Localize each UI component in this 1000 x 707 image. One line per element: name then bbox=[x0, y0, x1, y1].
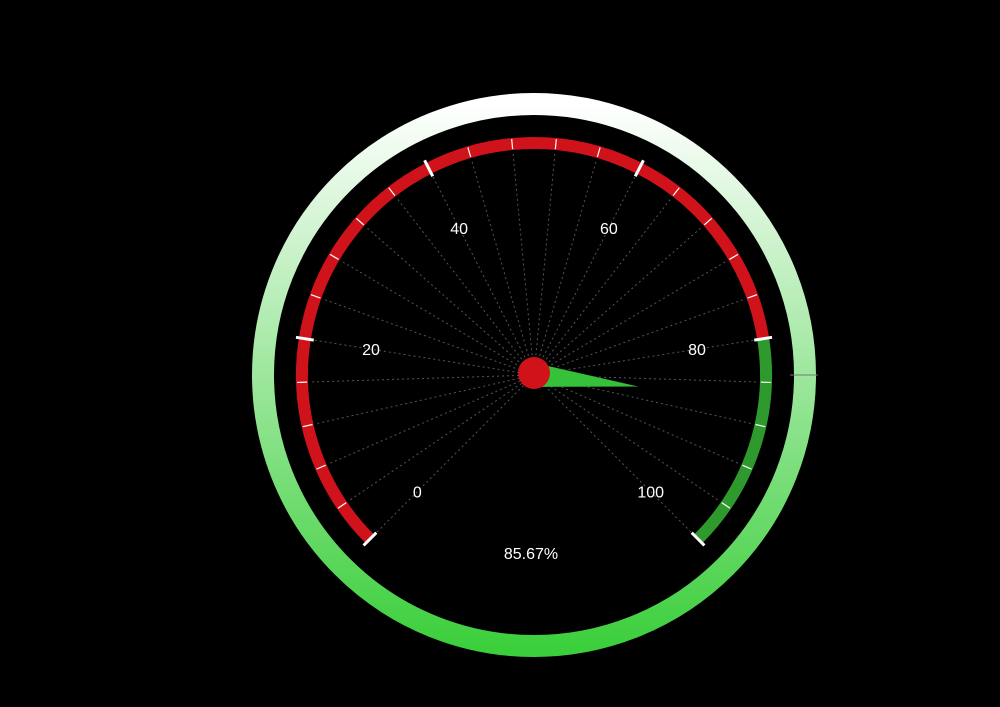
grid-line bbox=[533, 374, 693, 534]
minor-tick bbox=[316, 464, 326, 470]
grid-line bbox=[396, 197, 535, 376]
gauge-ticks bbox=[295, 138, 773, 547]
grid-line bbox=[533, 298, 745, 376]
minor-tick bbox=[672, 187, 680, 197]
major-tick bbox=[754, 335, 773, 342]
tick-label: 100 bbox=[637, 485, 664, 502]
minor-tick bbox=[755, 423, 766, 428]
grid-line bbox=[533, 151, 556, 376]
grid-line bbox=[533, 226, 703, 376]
minor-tick bbox=[729, 253, 739, 260]
grid-line bbox=[533, 197, 672, 376]
grid-line bbox=[323, 298, 535, 376]
major-tick bbox=[295, 335, 314, 342]
grid-line bbox=[512, 151, 535, 376]
grid-line bbox=[533, 159, 597, 376]
minor-tick bbox=[596, 147, 601, 158]
major-tick bbox=[362, 531, 378, 547]
major-tick bbox=[690, 531, 706, 547]
gauge-bands bbox=[296, 137, 772, 544]
minor-tick bbox=[721, 502, 731, 509]
minor-tick bbox=[355, 217, 365, 226]
minor-tick bbox=[310, 294, 321, 299]
grid-line bbox=[375, 374, 535, 534]
grid-line bbox=[533, 260, 728, 376]
grid-line bbox=[533, 374, 720, 502]
minor-tick bbox=[703, 217, 713, 226]
minor-tick bbox=[742, 464, 752, 470]
tick-label: 40 bbox=[450, 221, 468, 238]
grid-line bbox=[310, 374, 535, 383]
grid-line bbox=[328, 374, 535, 465]
minor-tick bbox=[337, 502, 347, 509]
gauge-value-label: 85.67% bbox=[504, 546, 558, 563]
gauge-needle bbox=[532, 363, 639, 387]
tick-labels: 0 20 40 60 80 100 bbox=[362, 221, 706, 502]
minor-tick bbox=[747, 294, 758, 299]
grid-line bbox=[315, 374, 535, 425]
grid-line bbox=[365, 226, 535, 376]
grid-line bbox=[340, 260, 535, 376]
major-tick bbox=[633, 159, 645, 177]
minor-tick bbox=[511, 138, 514, 150]
minor-tick bbox=[467, 147, 472, 158]
tick-label: 60 bbox=[600, 221, 618, 238]
minor-tick bbox=[388, 187, 396, 197]
tick-label: 0 bbox=[413, 485, 422, 502]
grid-line bbox=[348, 374, 535, 502]
gauge-band bbox=[693, 337, 772, 544]
grid-line bbox=[431, 175, 535, 376]
minor-tick bbox=[329, 253, 339, 260]
grid-lines bbox=[310, 151, 758, 534]
grid-line bbox=[533, 374, 740, 465]
gauge-hub bbox=[518, 357, 550, 389]
grid-line bbox=[312, 339, 535, 376]
tick-label: 80 bbox=[688, 342, 706, 359]
grid-line bbox=[533, 374, 753, 425]
gauge-band bbox=[296, 137, 770, 544]
minor-tick bbox=[302, 423, 313, 428]
minor-tick bbox=[554, 138, 557, 150]
grid-line bbox=[533, 175, 637, 376]
major-tick bbox=[423, 159, 435, 177]
grid-line bbox=[533, 339, 756, 376]
grid-line bbox=[533, 374, 758, 383]
tick-label: 20 bbox=[362, 342, 380, 359]
grid-line bbox=[471, 159, 535, 376]
